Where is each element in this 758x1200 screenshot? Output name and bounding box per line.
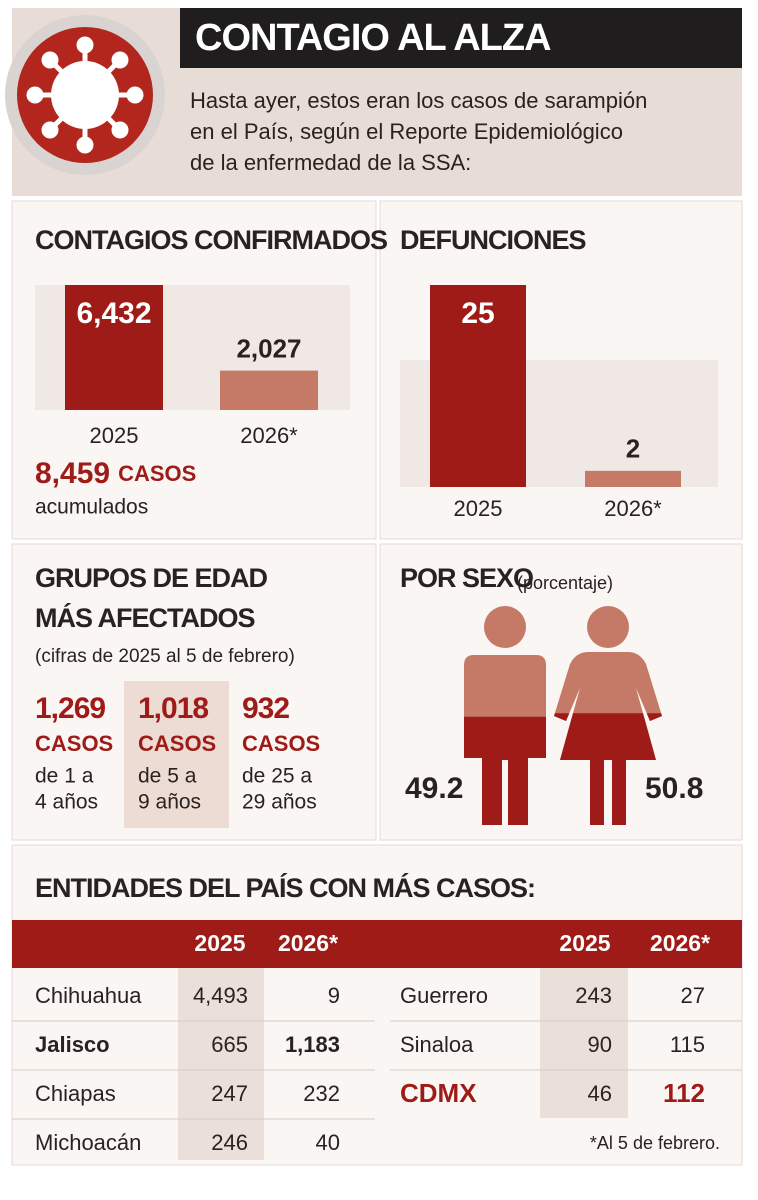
- body: [554, 713, 662, 825]
- footnote: *Al 5 de febrero.: [590, 1133, 720, 1153]
- title: CONTAGIO AL ALZA: [195, 17, 551, 59]
- figure-fill: [464, 716, 546, 825]
- category-label: 2025: [90, 423, 139, 448]
- total-unit: CASOS: [118, 461, 196, 486]
- state-name: Chihuahua: [35, 983, 142, 1008]
- table-cell: 27: [681, 983, 705, 1008]
- group-value: 1,018: [138, 692, 208, 725]
- table-cell: 112: [663, 1078, 705, 1108]
- table-cell: 4,493: [193, 983, 248, 1008]
- group-range: 29 años: [242, 791, 317, 814]
- value-label: 25: [461, 297, 494, 330]
- state-name: Chiapas: [35, 1081, 116, 1106]
- bar: [430, 285, 526, 487]
- group-range: de 25 a: [242, 765, 312, 788]
- group-unit: CASOS: [35, 731, 113, 756]
- bar: [220, 370, 318, 410]
- figure-fill: [554, 713, 662, 825]
- value-label: 2,027: [236, 333, 301, 363]
- group-unit: CASOS: [138, 731, 216, 756]
- table-cell: 40: [316, 1130, 340, 1155]
- category-label: 2026*: [240, 423, 298, 448]
- value-label: 50.8: [645, 772, 703, 805]
- column-shade: [540, 968, 628, 1118]
- table-cell: 46: [588, 1081, 612, 1106]
- chart-title: DEFUNCIONES: [400, 225, 586, 255]
- total-value: 8,459: [35, 457, 110, 490]
- group-unit: CASOS: [242, 731, 320, 756]
- table-cell: 232: [303, 1081, 340, 1106]
- section-title: MÁS AFECTADOS: [35, 602, 255, 633]
- group-range: de 1 a: [35, 765, 94, 788]
- subtitle: Hasta ayer, estos eran los casos de sara…: [190, 88, 647, 113]
- bar: [585, 470, 681, 487]
- section-title: GRUPOS DE EDAD: [35, 563, 268, 593]
- total-note: acumulados: [35, 496, 148, 519]
- table-cell: 9: [328, 983, 340, 1008]
- state-name: Michoacán: [35, 1130, 141, 1155]
- column-header: 2025: [194, 930, 245, 956]
- category-label: 2025: [454, 496, 503, 521]
- table-cell: 243: [575, 983, 612, 1008]
- state-name: Guerrero: [400, 983, 488, 1008]
- group-range: 9 años: [138, 791, 201, 814]
- value-label: 6,432: [76, 297, 151, 330]
- table-header-bar: [12, 920, 742, 968]
- chart-title: POR SEXO: [400, 563, 533, 593]
- value-label: 2: [626, 434, 640, 464]
- head: [484, 606, 526, 648]
- category-label: 2026*: [604, 496, 662, 521]
- table-cell: 246: [211, 1130, 248, 1155]
- subtitle: en el País, según el Reporte Epidemiológ…: [190, 119, 623, 144]
- column-header: 2026*: [278, 930, 338, 956]
- section-note: (cifras de 2025 al 5 de febrero): [35, 646, 295, 667]
- total: 8,459 CASOS: [35, 457, 196, 490]
- bar: [65, 285, 163, 410]
- chart-subtitle: (porcentaje): [517, 573, 613, 593]
- table-title: ENTIDADES DEL PAÍS CON MÁS CASOS:: [35, 872, 535, 903]
- virus-icon: [26, 36, 144, 154]
- column-header: 2025: [559, 930, 610, 956]
- column-shade: [178, 968, 264, 1160]
- state-name: CDMX: [400, 1078, 477, 1108]
- title-bar: [180, 8, 742, 68]
- body: [464, 716, 546, 825]
- column-header: 2026*: [650, 930, 710, 956]
- state-name: Jalisco: [35, 1032, 110, 1057]
- value-label: 49.2: [405, 772, 463, 805]
- highlight-bg: [124, 681, 229, 828]
- subtitle: de la enfermedad de la SSA:: [190, 150, 471, 175]
- state-name: Sinaloa: [400, 1032, 474, 1057]
- table-cell: 1,183: [285, 1032, 340, 1057]
- chart-title: CONTAGIOS CONFIRMADOS: [35, 225, 387, 255]
- group-value: 932: [242, 692, 289, 725]
- table-cell: 247: [211, 1081, 248, 1106]
- group-range: de 5 a: [138, 765, 197, 788]
- group-range: 4 años: [35, 791, 98, 814]
- table-cell: 115: [670, 1032, 705, 1057]
- group-value: 1,269: [35, 692, 105, 725]
- table-cell: 665: [211, 1032, 248, 1057]
- table-cell: 90: [588, 1032, 612, 1057]
- head: [587, 606, 629, 648]
